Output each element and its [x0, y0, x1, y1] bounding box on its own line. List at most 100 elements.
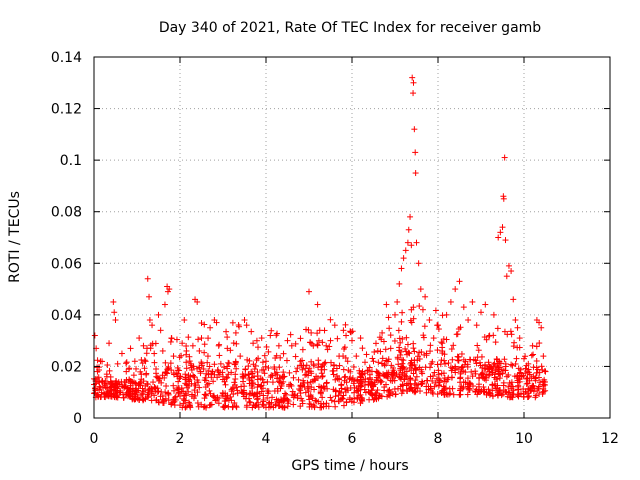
band-point [319, 394, 326, 401]
band-point [396, 335, 403, 342]
band-point [477, 359, 484, 366]
band-point [479, 369, 486, 376]
band-point [449, 385, 456, 392]
band-point [509, 362, 516, 369]
band-point [224, 334, 231, 341]
band-point [233, 404, 240, 411]
band-point [310, 378, 317, 385]
band-point [291, 392, 298, 399]
roti-point [263, 358, 269, 365]
band-point [406, 364, 413, 371]
band-point [536, 390, 543, 397]
band-point [482, 362, 489, 369]
band-point [186, 401, 193, 408]
y-tick-label: 0.08 [51, 205, 82, 221]
roti-point [110, 298, 117, 305]
roti-point [271, 366, 278, 373]
band-point [311, 403, 318, 410]
roti-point [217, 360, 224, 367]
band-point [464, 375, 471, 382]
band-point [324, 346, 331, 353]
band-point [220, 364, 227, 371]
roti-point [447, 298, 454, 305]
band-point [147, 342, 154, 349]
roti-point [538, 324, 545, 331]
band-point [103, 380, 110, 387]
band-point [271, 388, 278, 395]
band-point [238, 383, 245, 390]
band-point [260, 392, 267, 399]
roti-point [112, 317, 119, 324]
roti-point [501, 154, 508, 161]
band-point [150, 379, 157, 386]
band-point [501, 328, 508, 335]
roti-point [394, 298, 401, 305]
band-point [231, 379, 238, 386]
band-point [504, 393, 511, 400]
roti-point [536, 319, 543, 326]
band-point [281, 373, 288, 380]
band-point [250, 401, 257, 408]
band-point [341, 344, 348, 351]
band-point [303, 362, 310, 369]
band-point [370, 396, 377, 403]
band-point [509, 390, 516, 397]
band-point [498, 366, 505, 373]
band-point [457, 369, 464, 376]
band-point [143, 371, 150, 378]
band-point [485, 386, 492, 393]
roti-point [469, 298, 476, 305]
roti-point [108, 384, 115, 391]
band-point [472, 368, 479, 375]
band-point [404, 341, 411, 348]
band-point [207, 390, 214, 397]
band-point [315, 364, 322, 371]
band-point [512, 360, 519, 367]
roti-point [417, 286, 424, 293]
band-point [198, 359, 205, 366]
band-point [140, 388, 147, 395]
band-point [506, 389, 513, 396]
band-point [204, 359, 211, 366]
band-point [338, 382, 345, 389]
band-point [229, 385, 236, 392]
band-point [141, 357, 148, 364]
roti-point [185, 376, 192, 383]
band-point [249, 374, 256, 381]
band-point [229, 403, 236, 410]
x-axis-label: GPS time / hours [291, 458, 408, 474]
band-point [375, 372, 382, 379]
band-point [197, 368, 204, 375]
band-point [424, 377, 431, 384]
band-point [258, 382, 265, 389]
band-point [366, 374, 373, 381]
band-point [355, 392, 362, 399]
band-point [243, 404, 250, 411]
band-point [276, 379, 283, 386]
band-point [138, 392, 145, 399]
band-point [236, 323, 243, 330]
band-point [460, 384, 467, 391]
band-point [334, 335, 341, 342]
band-point [502, 388, 509, 395]
band-point [455, 366, 462, 373]
band-point [181, 392, 188, 399]
band-point [176, 375, 183, 382]
band-point [317, 390, 324, 397]
band-point [347, 368, 354, 375]
band-point [229, 319, 236, 326]
band-point [290, 374, 297, 381]
band-point [438, 388, 445, 395]
band-point [240, 387, 247, 394]
band-point [398, 390, 405, 397]
band-point [526, 392, 533, 399]
band-point [427, 342, 434, 349]
band-point [350, 364, 357, 371]
roti-point [157, 327, 164, 334]
band-point [469, 373, 476, 380]
band-point [216, 352, 223, 359]
band-point [95, 393, 102, 400]
band-point [540, 385, 547, 392]
band-point [351, 395, 358, 402]
band-point [475, 347, 482, 354]
